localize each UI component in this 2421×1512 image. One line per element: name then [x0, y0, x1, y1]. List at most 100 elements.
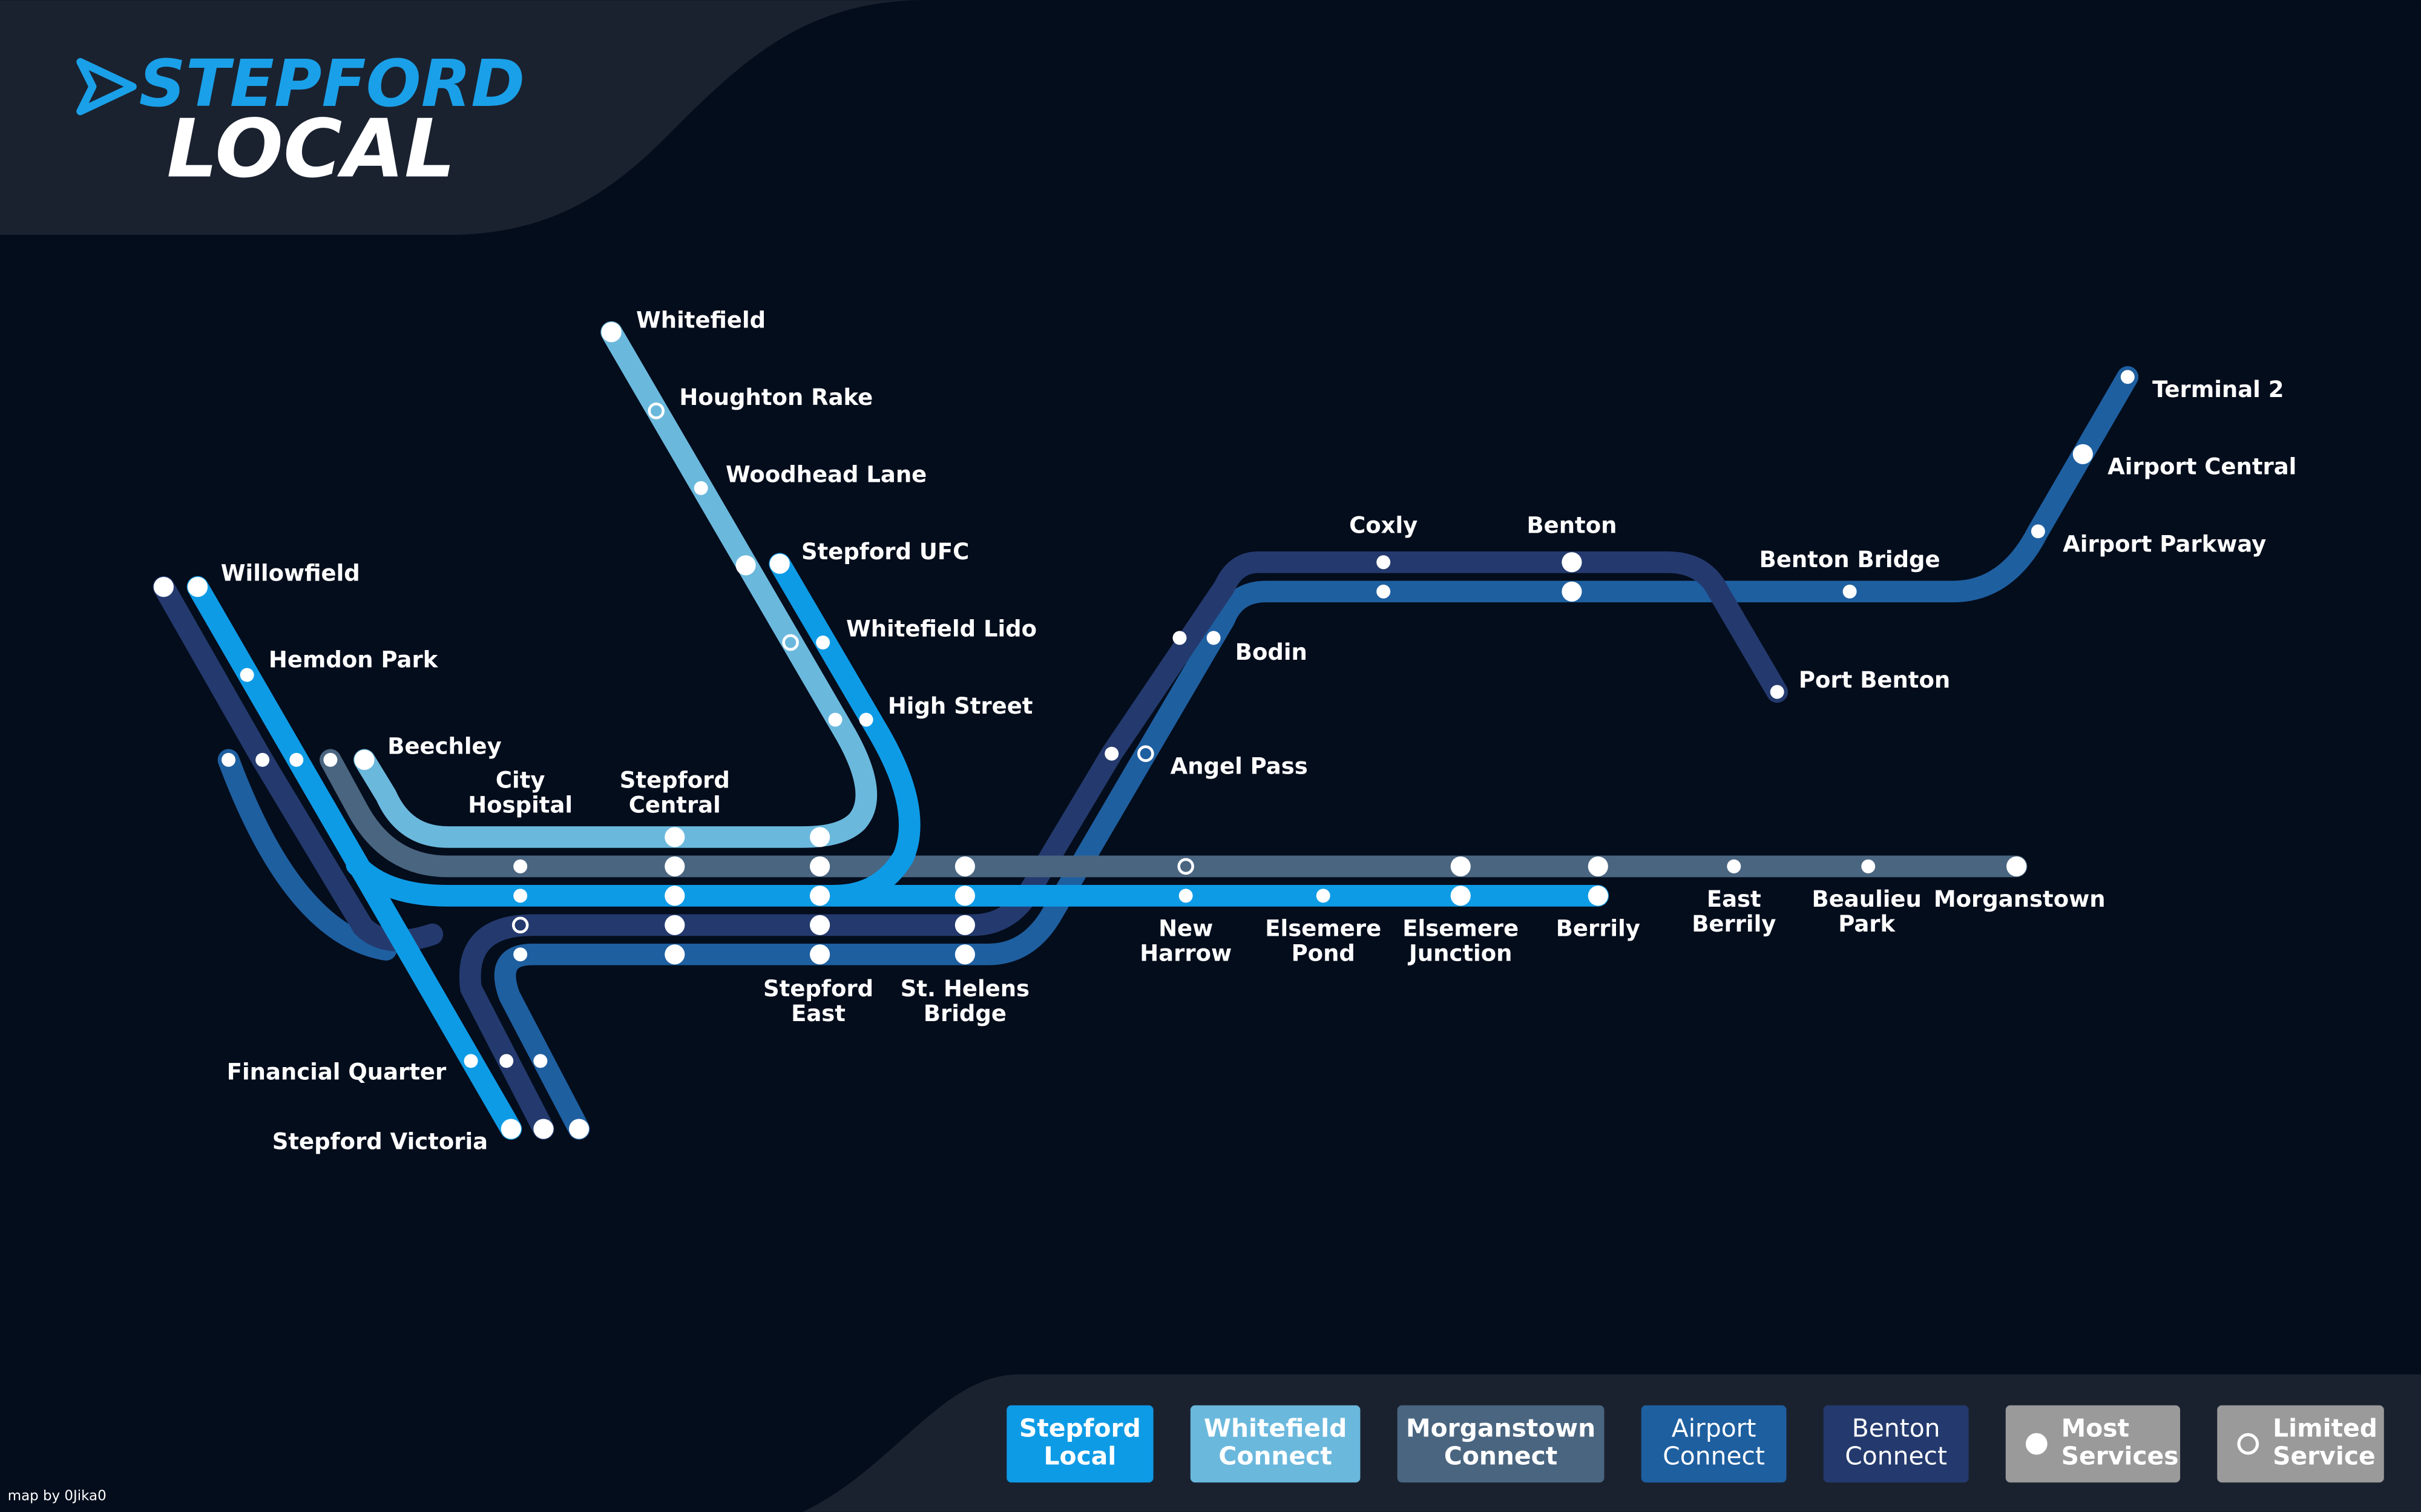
benton-line	[153, 576, 444, 952]
brand-bottom: LOCAL	[167, 103, 456, 196]
station	[533, 1054, 548, 1068]
legend-label: Service	[2273, 1441, 2376, 1470]
limited-station	[648, 403, 665, 419]
limited-station	[1137, 745, 1154, 762]
station	[954, 856, 975, 876]
station-label: Angel Pass	[1171, 754, 1308, 780]
station	[954, 886, 975, 906]
station-label: Stepford Victoria	[272, 1129, 488, 1155]
station	[533, 1119, 554, 1139]
station	[1105, 746, 1119, 761]
credit: map by 0Jika0	[8, 1488, 107, 1504]
station	[810, 915, 830, 935]
station-label: Terminal 2	[2152, 376, 2284, 403]
brand-top: STEPFORD	[139, 47, 525, 122]
whitefield-line	[353, 321, 878, 848]
station-label: Berrily	[1692, 911, 1776, 937]
station	[354, 749, 375, 770]
station-label: High Street	[888, 693, 1033, 719]
station-label: Beechley	[387, 733, 501, 759]
legend-label: Stepford	[1019, 1414, 1141, 1443]
station	[828, 712, 843, 727]
station	[240, 668, 254, 682]
station	[255, 752, 270, 767]
station-label: Port Benton	[1799, 667, 1950, 693]
airport-line	[217, 749, 397, 961]
legend-label: Morganstown	[1406, 1414, 1595, 1443]
station	[1450, 856, 1471, 876]
station	[1206, 631, 1221, 645]
station-label: Benton Bridge	[1759, 547, 1940, 573]
legend-label: Local	[1044, 1441, 1117, 1470]
legend-box	[1823, 1405, 1969, 1483]
legend-label: Connect	[1845, 1441, 1947, 1470]
station	[1562, 581, 1582, 602]
station-label: East	[791, 1001, 846, 1027]
station	[665, 827, 685, 847]
station	[1178, 889, 1193, 903]
station-label: Pond	[1292, 940, 1355, 966]
station	[810, 856, 830, 876]
station	[1588, 856, 1608, 876]
station	[1316, 889, 1330, 903]
station-label: Elsemere	[1265, 915, 1381, 941]
local-line	[346, 853, 1609, 907]
station-label: Whitefield	[636, 307, 766, 333]
station	[499, 1054, 514, 1068]
lines	[153, 321, 2139, 1140]
station	[222, 752, 236, 767]
station-label: Whitefield Lido	[846, 616, 1037, 642]
station	[1450, 886, 1471, 906]
station-label: Elsemere	[1402, 915, 1519, 941]
station-label: Central	[629, 792, 721, 818]
morganstown-line	[320, 749, 2028, 878]
station	[2120, 370, 2135, 384]
station	[1842, 584, 1857, 599]
legend-box	[2217, 1405, 2384, 1483]
station-label: Bodin	[1235, 639, 1307, 665]
station	[513, 889, 528, 903]
station-label: Financial Quarter	[227, 1059, 447, 1085]
legend-label: Benton	[1852, 1414, 1940, 1443]
station	[513, 947, 528, 962]
station-label: Houghton Rake	[679, 384, 873, 410]
station-label: Harrow	[1140, 940, 1232, 966]
station	[694, 481, 708, 495]
station	[1562, 552, 1582, 573]
legend-icon	[2025, 1433, 2048, 1455]
station-label: Stepford	[620, 768, 730, 794]
station-label: Stepford	[763, 976, 873, 1002]
station-label: Woodhead Lane	[726, 461, 927, 487]
station-label: Morganstown	[1934, 886, 2106, 912]
legend-box	[1397, 1405, 1605, 1483]
station	[513, 859, 528, 873]
station-label: Airport Parkway	[2063, 531, 2266, 557]
header-panel	[0, 0, 927, 235]
station	[665, 856, 685, 876]
station-label: St. Helens	[901, 976, 1030, 1002]
station	[1376, 584, 1391, 599]
station-label: Willowfield	[221, 560, 360, 587]
station-label: Stepford UFC	[801, 539, 969, 565]
station	[601, 322, 622, 343]
station	[464, 1054, 478, 1068]
station	[569, 1119, 590, 1139]
legend-box	[1007, 1405, 1154, 1483]
station	[769, 553, 790, 574]
station	[289, 752, 304, 767]
station	[323, 752, 338, 767]
station	[2072, 444, 2093, 464]
station-label: New	[1158, 915, 1213, 941]
legend-label: Connect	[1444, 1441, 1557, 1470]
legend-box	[2005, 1405, 2181, 1483]
station-label: City	[496, 768, 545, 794]
station	[2031, 524, 2045, 539]
station	[816, 636, 830, 649]
station	[665, 915, 685, 935]
limited-station	[511, 916, 529, 934]
station-label: Park	[1838, 911, 1896, 937]
station	[153, 577, 174, 597]
logo-chevron	[76, 58, 137, 116]
station-label: East	[1707, 886, 1761, 912]
